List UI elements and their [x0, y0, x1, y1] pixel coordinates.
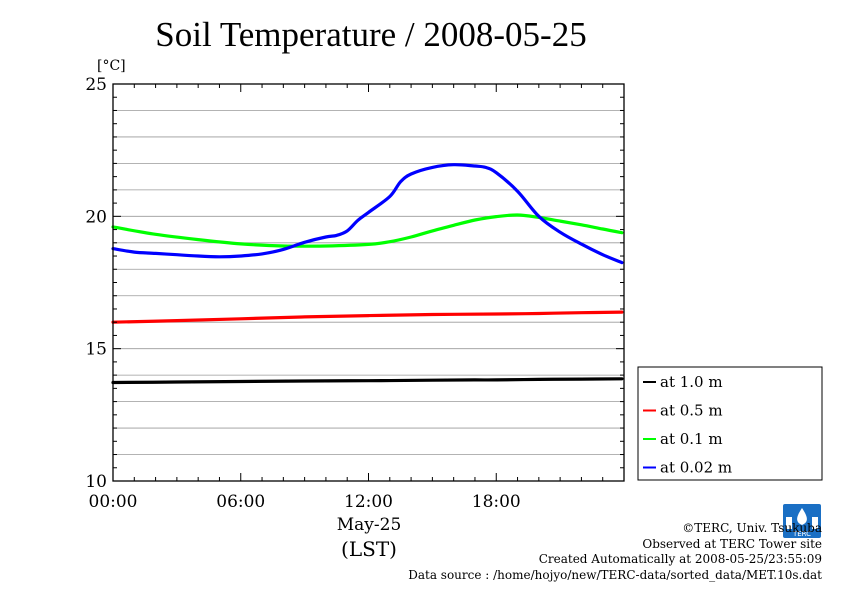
x-tick-labels: 00:00 06:00 12:00 18:00 [89, 492, 521, 512]
created-text: Created Automatically at 2008-05-25/23:5… [538, 552, 822, 566]
y-axis-unit-label: [°C] [97, 58, 126, 74]
plot-frame [112, 83, 625, 482]
data-source-text: Data source : /home/hojyo/new/TERC-data/… [408, 567, 822, 582]
x-tick-label: 00:00 [89, 492, 138, 512]
grid-lines [113, 110, 624, 455]
x-tick-label: 18:00 [472, 492, 521, 512]
legend-label: at 0.02 m [660, 459, 732, 477]
chart-title: Soil Temperature / 2008-05-25 [155, 15, 586, 54]
legend-box [637, 366, 823, 481]
observed-text: Observed at TERC Tower site [642, 536, 822, 551]
series-line-at-0-1-m [111, 213, 624, 248]
x-tick-label: 12:00 [344, 492, 393, 512]
x-axis-date-label: May-25 [337, 515, 402, 535]
legend-label: at 0.1 m [660, 430, 723, 448]
legend: at 1.0 m at 0.5 m at 0.1 m at 0.02 m [637, 366, 823, 481]
footer-credits: ©TERC, Univ. Tsukuba Observed at TERC To… [408, 521, 822, 583]
y-tick-label: 25 [85, 75, 107, 95]
terc-logo-icon: TERC [783, 504, 821, 538]
axis-ticks [112, 83, 625, 482]
y-tick-label: 20 [85, 207, 107, 227]
x-axis-zone-label: (LST) [341, 537, 397, 561]
y-tick-labels: 10 15 20 25 [85, 75, 107, 492]
x-tick-label: 06:00 [216, 492, 265, 512]
series-line-at-1-0-m [111, 377, 624, 385]
y-tick-label: 15 [85, 340, 107, 360]
terc-logo: TERC [782, 503, 822, 539]
legend-label: at 0.5 m [660, 402, 723, 420]
series-line-at-0-02-m [111, 163, 624, 265]
series-line-at-0-5-m [111, 310, 624, 324]
series-lines [111, 163, 624, 385]
logo-text: TERC [792, 530, 811, 538]
y-tick-label: 10 [85, 472, 107, 492]
legend-label: at 1.0 m [660, 373, 723, 391]
copyright-text: ©TERC, Univ. Tsukuba [682, 521, 822, 535]
